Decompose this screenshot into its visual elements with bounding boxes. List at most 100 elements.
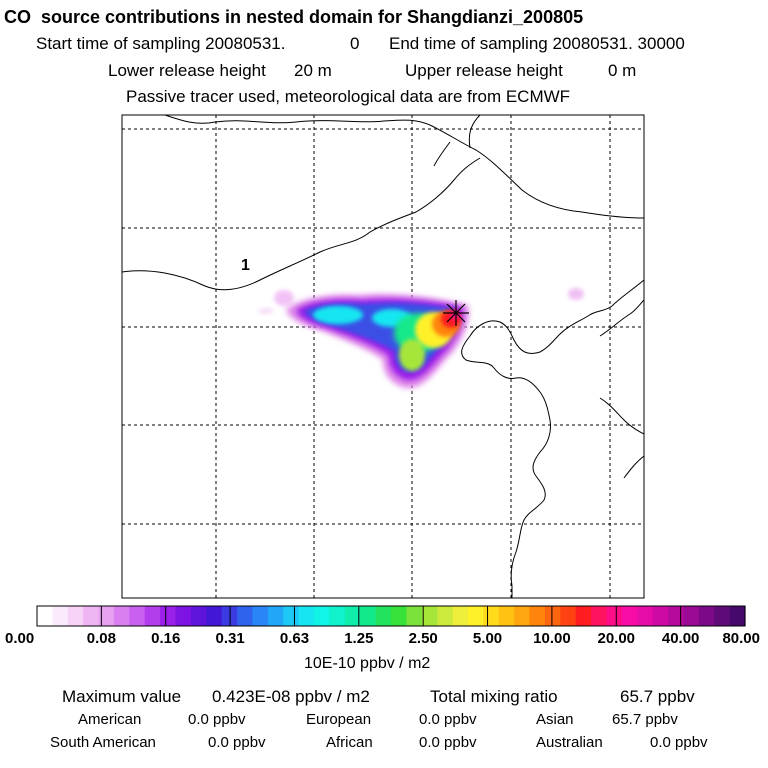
colorbar-tick-label: 0.08 bbox=[86, 630, 116, 647]
colorbar-cell bbox=[175, 606, 192, 626]
plume-green-lobe bbox=[399, 339, 425, 371]
colorbar-cell bbox=[252, 606, 269, 626]
coastlines bbox=[122, 115, 644, 598]
colorbar-tick-label: 0.00 bbox=[5, 630, 35, 647]
colorbar-cell bbox=[637, 606, 654, 626]
colorbar-cell bbox=[514, 606, 531, 626]
colorbar-cell bbox=[683, 606, 700, 626]
region-label: 1 bbox=[241, 257, 250, 274]
border-north-east bbox=[468, 115, 481, 149]
colorbar-cell bbox=[98, 606, 115, 626]
colorbar-cell bbox=[529, 606, 546, 626]
plume-patch-west-faint bbox=[258, 308, 274, 314]
border-north bbox=[164, 115, 644, 219]
colorbar-cell bbox=[237, 606, 254, 626]
upper-height-value: 0 m bbox=[608, 61, 637, 80]
region-name: American bbox=[78, 711, 142, 728]
colorbar-cell bbox=[575, 606, 592, 626]
colorbar-tick-label: 0.63 bbox=[279, 630, 310, 647]
colorbar-tick-label: 0.31 bbox=[215, 630, 245, 647]
chart-title: CO source contributions in nested domain… bbox=[4, 7, 584, 27]
colorbar-cell bbox=[467, 606, 484, 626]
colorbar-cell bbox=[344, 606, 361, 626]
region-name: Australian bbox=[536, 734, 603, 751]
colorbar-cell bbox=[298, 606, 315, 626]
colorbar-cell bbox=[267, 606, 284, 626]
region-name: European bbox=[306, 711, 372, 728]
region-value: 0.0 ppbv bbox=[419, 734, 477, 751]
plume-patch-west bbox=[274, 290, 294, 306]
region-value: 0.0 ppbv bbox=[419, 711, 477, 728]
colorbar-cell bbox=[283, 606, 300, 626]
colorbar-tick-label: 0.16 bbox=[151, 630, 181, 647]
colorbar-cell bbox=[190, 606, 207, 626]
colorbar-cell bbox=[498, 606, 515, 626]
colorbar-cell bbox=[360, 606, 377, 626]
colorbar-tick-label: 5.00 bbox=[472, 630, 503, 647]
colorbar-cell bbox=[206, 606, 223, 626]
start-time-label: Start time of sampling 20080531. bbox=[36, 34, 286, 53]
colorbar-cell bbox=[452, 606, 469, 626]
border-west bbox=[122, 157, 481, 291]
colorbar-cell bbox=[160, 606, 177, 626]
colorbar-cell bbox=[729, 606, 746, 626]
colorbar-tick-label: 80.00 bbox=[722, 630, 760, 647]
coastline-southeast bbox=[623, 455, 644, 479]
colorbar-cell bbox=[314, 606, 331, 626]
lower-height-value: 20 m bbox=[294, 61, 332, 80]
colorbar-cell bbox=[83, 606, 100, 626]
colorbar-cell bbox=[621, 606, 638, 626]
total-mixing-value: 65.7 ppbv bbox=[620, 687, 695, 706]
colorbar-cell bbox=[606, 606, 623, 626]
colorbar bbox=[37, 606, 746, 626]
colorbar-cell bbox=[714, 606, 731, 626]
map-frame bbox=[121, 114, 645, 599]
lower-height-label: Lower release height bbox=[108, 61, 266, 80]
colorbar-cell bbox=[591, 606, 608, 626]
colorbar-cell bbox=[483, 606, 500, 626]
colorbar-cell bbox=[113, 606, 130, 626]
colorbar-cell bbox=[560, 606, 577, 626]
colorbar-cell bbox=[544, 606, 561, 626]
plume-field bbox=[258, 288, 584, 389]
colorbar-cell bbox=[52, 606, 69, 626]
region-name: Asian bbox=[536, 711, 574, 728]
coastline-peninsula bbox=[599, 397, 644, 435]
region-name: African bbox=[326, 734, 373, 751]
colorbar-tick-label: 20.00 bbox=[597, 630, 636, 647]
plume-cyan-west bbox=[313, 306, 363, 324]
colorbar-cell bbox=[391, 606, 407, 626]
map-content: 1 bbox=[122, 115, 644, 598]
colorbar-cell bbox=[406, 606, 423, 626]
max-value-label: Maximum value bbox=[62, 687, 182, 706]
colorbar-cell bbox=[67, 606, 84, 626]
total-mixing-label: Total mixing ratio bbox=[430, 687, 558, 706]
region-value: 65.7 ppbv bbox=[612, 711, 678, 728]
border-fragment bbox=[433, 141, 451, 167]
receptor-marker bbox=[443, 300, 469, 326]
colorbar-tick-label: 1.25 bbox=[344, 630, 374, 647]
region-value: 0.0 ppbv bbox=[650, 734, 708, 751]
colorbar-cell bbox=[375, 606, 392, 626]
region-value: 0.0 ppbv bbox=[188, 711, 246, 728]
colorbar-cell bbox=[329, 606, 346, 626]
coastline-gulf bbox=[599, 299, 644, 337]
colorbar-unit: 10E-10 ppbv / m2 bbox=[304, 655, 431, 672]
colorbar-cell bbox=[652, 606, 669, 626]
colorbar-cell bbox=[421, 606, 438, 626]
colorbar-tick-label: 2.50 bbox=[408, 630, 438, 647]
region-value: 0.0 ppbv bbox=[208, 734, 266, 751]
colorbar-tick-label: 40.00 bbox=[661, 630, 700, 647]
start-time-hour: 0 bbox=[350, 34, 360, 53]
region-name: South American bbox=[50, 734, 156, 751]
colorbar-tick-label: 10.00 bbox=[533, 630, 571, 647]
colorbar-frame bbox=[36, 605, 746, 627]
colorbar-cell bbox=[668, 606, 685, 626]
end-time-label: End time of sampling 20080531. 30000 bbox=[389, 34, 685, 53]
upper-height-label: Upper release height bbox=[405, 61, 563, 80]
tracer-note: Passive tracer used, meteorological data… bbox=[126, 87, 571, 106]
coastline-east bbox=[461, 279, 644, 598]
colorbar-cell bbox=[698, 606, 715, 626]
colorbar-cell bbox=[37, 606, 53, 626]
